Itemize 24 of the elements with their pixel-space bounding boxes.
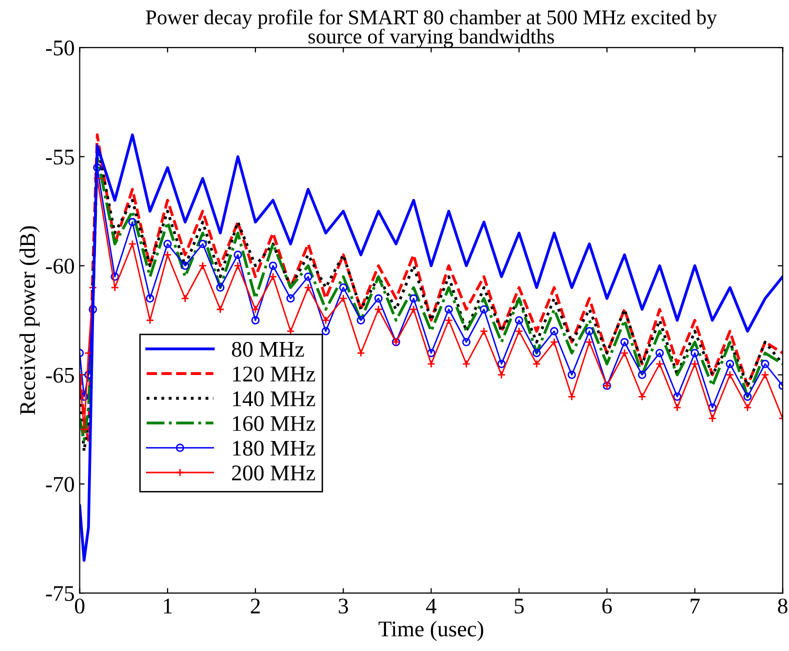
x-tick-label: 3 — [338, 598, 348, 614]
x-tick-label: 6 — [602, 598, 612, 614]
y-tick-label: -70 — [46, 476, 74, 492]
x-tick-label: 0 — [74, 598, 84, 614]
x-tick-label: 5 — [514, 598, 524, 614]
x-tick-label: 1 — [164, 598, 172, 614]
chart-title: Power decay profile for SMART 80 chamber at 500 MHz excited by source of varying bandwidths — [146, 10, 717, 48]
legend-label: 120 MHz — [233, 366, 316, 382]
legend-label: 160 MHz — [233, 416, 316, 432]
x-axis-title: Time (usec) — [378, 620, 484, 642]
legend-label: 140 MHz — [233, 391, 316, 406]
x-tick-label: 8 — [778, 598, 788, 614]
legend-label: 80 MHz — [232, 342, 304, 357]
x-tick-label: 4 — [426, 598, 436, 614]
y-axis-title: Received power (dB) — [20, 226, 40, 415]
y-tick-label: -55 — [46, 150, 74, 165]
y-tick-label: -50 — [46, 40, 74, 56]
x-tick-label: 2 — [250, 598, 260, 614]
legend-label: 180 MHz — [233, 440, 316, 456]
y-tick-label: -60 — [46, 258, 74, 274]
y-tick-label: -65 — [46, 368, 74, 383]
x-tick-label: 7 — [690, 598, 700, 614]
legend-label: 200 MHz — [232, 466, 316, 480]
y-tick-label: -75 — [46, 586, 74, 601]
